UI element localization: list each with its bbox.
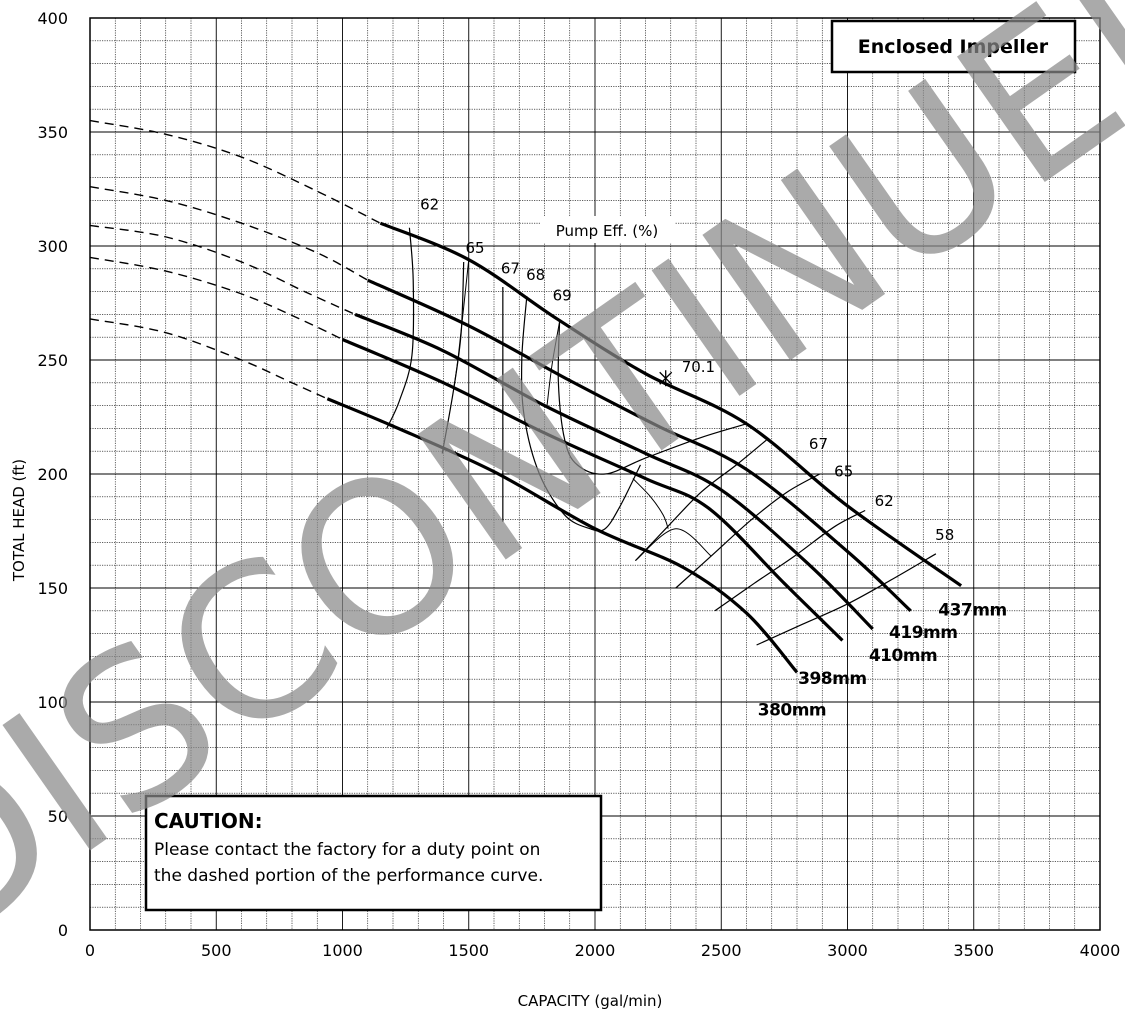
curve-label-410mm: 410mm: [869, 646, 937, 666]
eff-contour-65: [675, 473, 821, 589]
caution-line-1: Please contact the factory for a duty po…: [154, 840, 540, 860]
eff-contour-62: [714, 509, 866, 612]
x-tick-label: 500: [201, 941, 232, 960]
eff-title-group: Pump Eff. (%): [540, 216, 675, 243]
efficiency-contours: 62 65 67 68 69 67 65 62 58: [386, 196, 954, 646]
y-tick-label: 400: [37, 9, 68, 28]
x-tick-label: 1500: [448, 941, 489, 960]
plot-frame: [89, 17, 1101, 931]
y-tick-label: 300: [37, 237, 68, 256]
eff-contour-62: [386, 227, 415, 429]
curve-410mm-dashed: [89, 224, 356, 316]
x-tick-label: 0: [85, 941, 95, 960]
eff-label-67: 67: [809, 435, 828, 453]
eff-contour-68: [520, 296, 641, 532]
impeller-box: Enclosed Impeller: [830, 19, 1077, 74]
caution-box: CAUTION: Please contact the factory for …: [144, 794, 603, 912]
curve-419mm: [367, 278, 912, 612]
eff-label-68: 68: [526, 266, 545, 284]
y-tick-label: 350: [37, 123, 68, 142]
curve-398mm: [341, 338, 844, 642]
eff-contour-65: [441, 261, 465, 454]
eff-contour-69: [557, 318, 747, 475]
x-tick-label: 2000: [575, 941, 616, 960]
x-tick-label: 4000: [1080, 941, 1121, 960]
eff-label-67: 67: [501, 259, 520, 277]
y-axis-title: TOTAL HEAD (ft): [10, 459, 28, 582]
best-efficiency-point: 70.1: [659, 358, 715, 387]
curve-label-437mm: 437mm: [938, 600, 1006, 620]
x-axis-title: CAPACITY (gal/min): [518, 992, 663, 1010]
curve-437mm-dashed: [89, 119, 381, 224]
x-tick-label: 3000: [827, 941, 868, 960]
impeller-box-label: Enclosed Impeller: [858, 36, 1049, 58]
curve-419mm-dashed: [89, 186, 369, 281]
y-tick-label: 200: [37, 465, 68, 484]
eff-label-62: 62: [420, 196, 439, 214]
bep-label: 70.1: [682, 358, 715, 376]
x-tick-label: 1000: [322, 941, 363, 960]
curve-380mm-dashed: [89, 318, 328, 400]
head-curves: [89, 119, 963, 674]
y-tick-label: 100: [37, 693, 68, 712]
caution-title: CAUTION:: [154, 809, 263, 833]
y-tick-label: 50: [48, 807, 68, 826]
iso-line: [632, 478, 669, 529]
x-tick-label: 3500: [953, 941, 994, 960]
eff-label-58: 58: [935, 526, 954, 544]
y-tick-label: 0: [58, 921, 68, 940]
curve-label-380mm: 380mm: [758, 701, 826, 721]
curve-label-419mm: 419mm: [889, 623, 957, 643]
eff-label-69: 69: [553, 287, 572, 305]
curve-437mm: [379, 221, 963, 588]
eff-label-65: 65: [834, 462, 853, 480]
tick-labels: 0 500 1000 1500 2000 2500 3000 3500 4000 0 50 100 15…: [37, 9, 1120, 960]
curve-398mm-dashed: [89, 256, 343, 341]
curve-410mm: [354, 312, 874, 631]
iso-line: [546, 321, 561, 406]
eff-title: Pump Eff. (%): [556, 222, 659, 240]
y-tick-label: 250: [37, 351, 68, 370]
caution-line-2: the dashed portion of the performance cu…: [154, 866, 543, 886]
curve-380mm: [326, 397, 799, 674]
y-tick-label: 150: [37, 579, 68, 598]
eff-label-65: 65: [466, 239, 485, 257]
eff-label-62: 62: [875, 492, 894, 510]
x-tick-label: 2500: [701, 941, 742, 960]
curve-label-398mm: 398mm: [798, 669, 866, 689]
eff-contour-67: [634, 439, 768, 562]
